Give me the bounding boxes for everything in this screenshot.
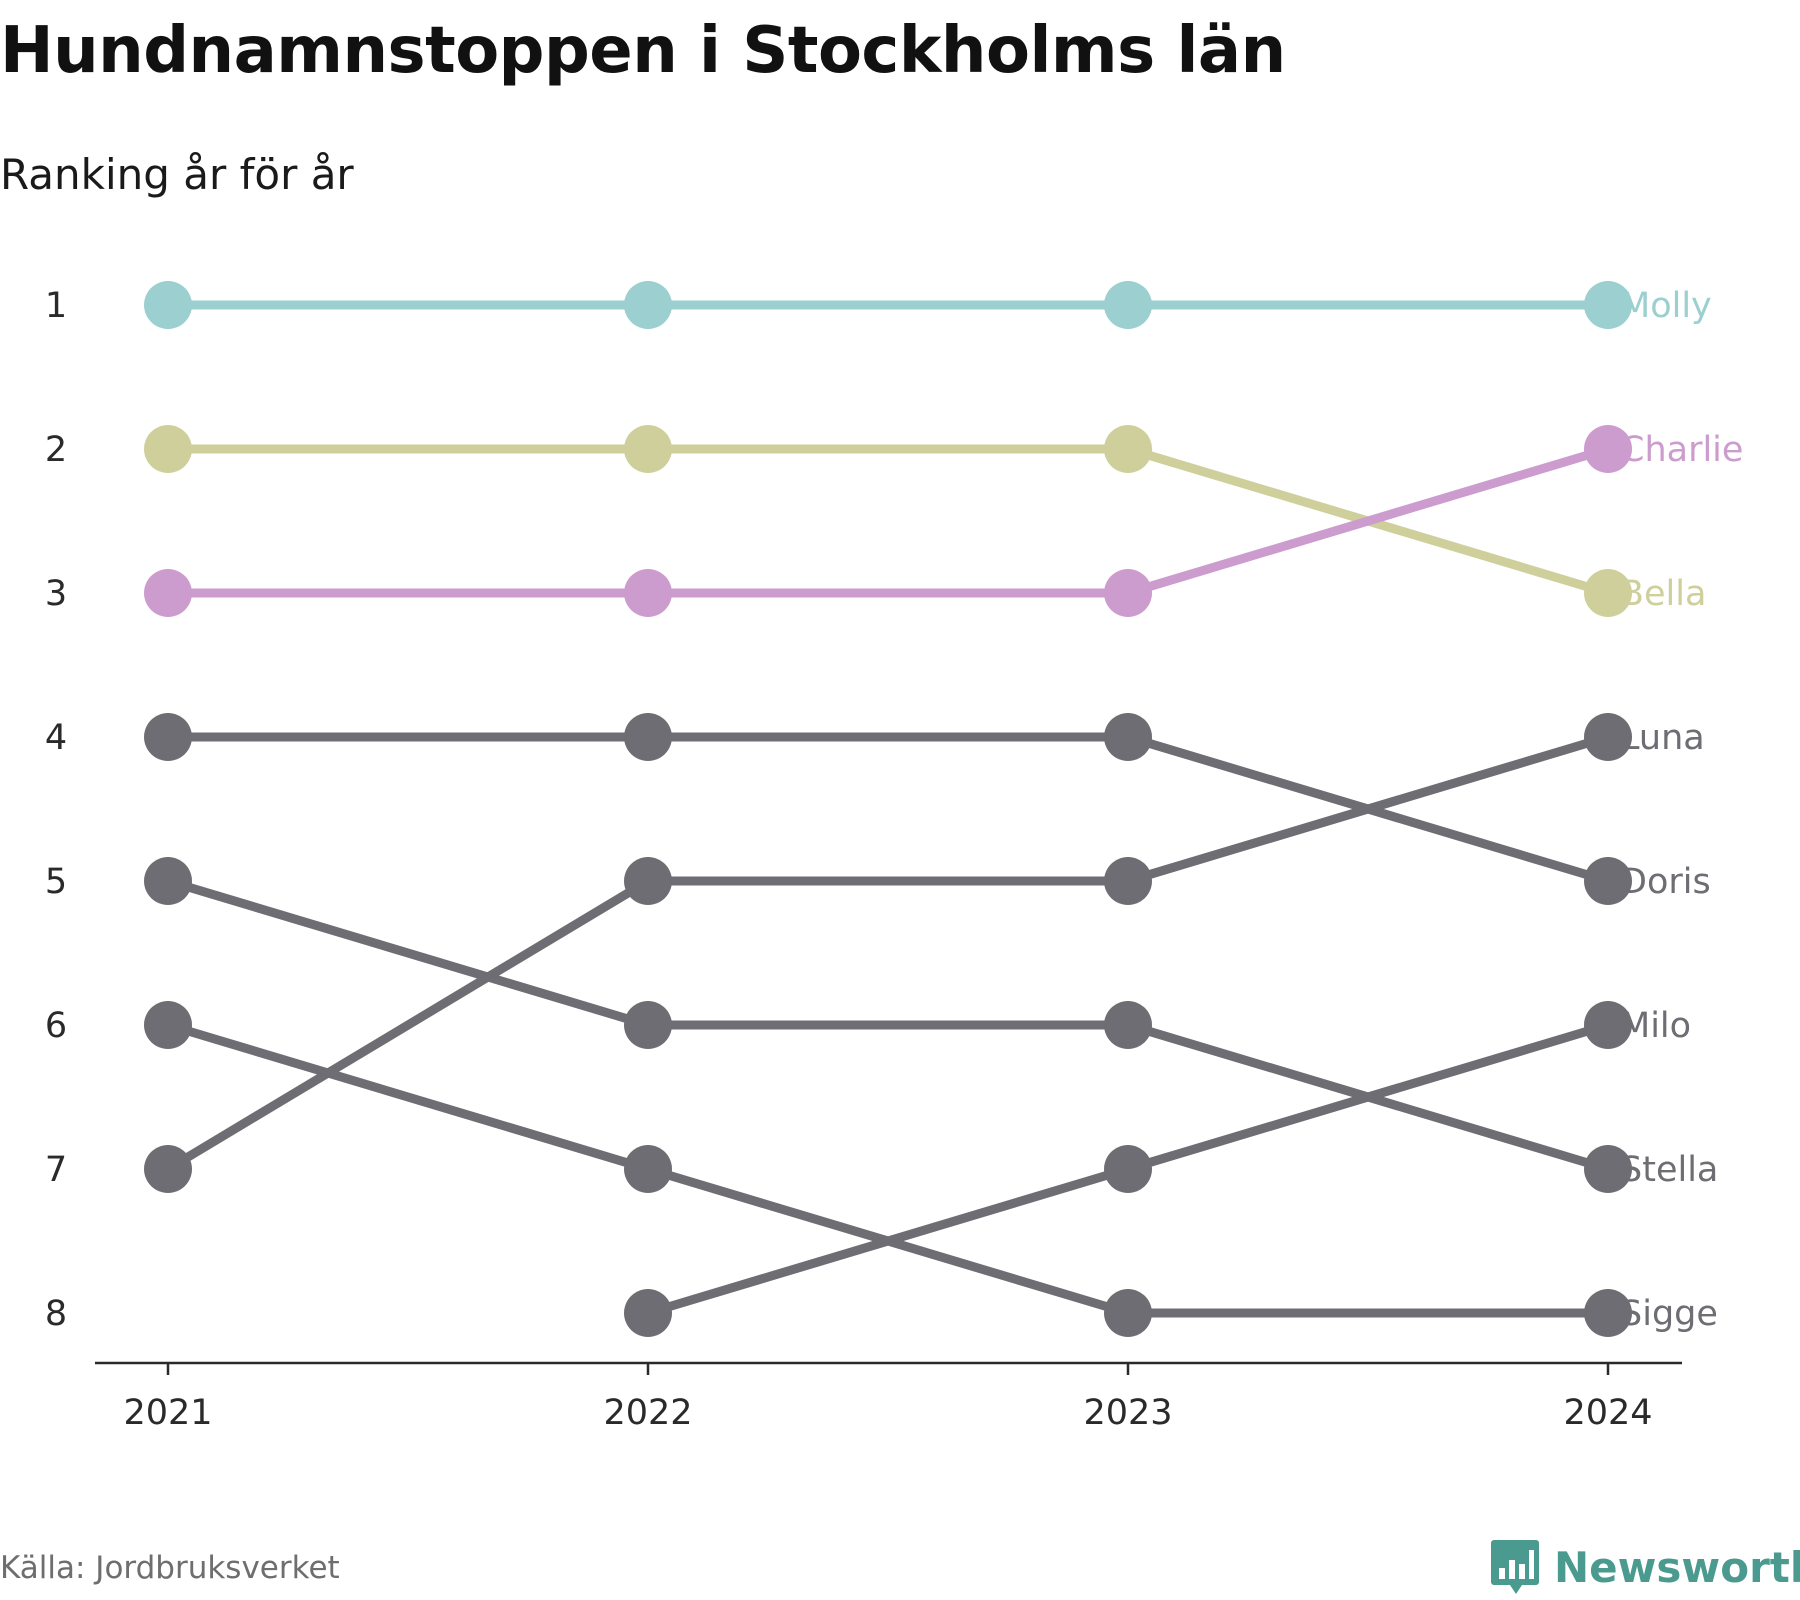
data-point-stella xyxy=(144,857,192,905)
y-tick-label: 8 xyxy=(45,1294,67,1334)
data-point-stella xyxy=(1104,1001,1152,1049)
data-point-luna xyxy=(624,857,672,905)
series-label-bella: Bella xyxy=(1620,574,1706,614)
data-point-bella xyxy=(1584,569,1632,617)
data-point-sigge xyxy=(624,1145,672,1193)
series-stella xyxy=(144,857,1632,1193)
series-layer xyxy=(144,281,1632,1337)
data-point-bella xyxy=(1104,425,1152,473)
y-tick-label: 2 xyxy=(45,430,67,470)
data-point-charlie xyxy=(1584,425,1632,473)
y-axis: 1 2 3 4 5 6 7 8 xyxy=(45,286,67,1334)
data-point-molly xyxy=(1104,281,1152,329)
series-label-molly: Molly xyxy=(1620,286,1712,326)
series-molly xyxy=(144,281,1632,329)
series-labels: Stella Sigge Milo Luna Doris Bella Charlie Moll… xyxy=(1620,286,1743,1334)
series-label-luna: Luna xyxy=(1620,718,1705,758)
x-axis: 2021 2022 2023 2024 xyxy=(95,1361,1682,1433)
data-point-luna xyxy=(1104,857,1152,905)
data-point-doris xyxy=(144,713,192,761)
newsworthy-logo-icon xyxy=(1491,1540,1539,1594)
series-label-doris: Doris xyxy=(1620,862,1711,902)
data-point-doris xyxy=(1584,857,1632,905)
x-tick-label: 2022 xyxy=(603,1393,692,1433)
data-point-sigge xyxy=(144,1001,192,1049)
data-point-doris xyxy=(624,713,672,761)
source-note: Källa: Jordbruksverket xyxy=(0,1550,340,1586)
data-point-milo xyxy=(1104,1145,1152,1193)
data-point-charlie xyxy=(624,569,672,617)
y-tick-label: 6 xyxy=(45,1006,67,1046)
x-tick-label: 2023 xyxy=(1083,1393,1172,1433)
data-point-milo xyxy=(1584,1001,1632,1049)
data-point-doris xyxy=(1104,713,1152,761)
data-point-charlie xyxy=(144,569,192,617)
data-point-molly xyxy=(1584,281,1632,329)
data-point-sigge xyxy=(1584,1289,1632,1337)
y-tick-label: 3 xyxy=(45,574,67,614)
data-point-molly xyxy=(624,281,672,329)
series-label-sigge: Sigge xyxy=(1620,1294,1718,1334)
y-tick-label: 7 xyxy=(45,1150,67,1190)
series-line-sigge xyxy=(166,1020,1608,1318)
series-doris xyxy=(144,713,1632,905)
series-label-stella: Stella xyxy=(1620,1150,1718,1190)
series-luna xyxy=(144,713,1632,1193)
data-point-bella xyxy=(624,425,672,473)
series-label-milo: Milo xyxy=(1620,1006,1691,1046)
data-point-molly xyxy=(144,281,192,329)
data-point-stella xyxy=(1584,1145,1632,1193)
series-milo xyxy=(624,1001,1632,1337)
chart-subtitle: Ranking år för år xyxy=(0,150,354,199)
data-point-sigge xyxy=(1104,1289,1152,1337)
x-tick-label: 2021 xyxy=(123,1393,212,1433)
data-point-milo xyxy=(624,1289,672,1337)
series-line-doris xyxy=(168,732,1610,886)
data-point-bella xyxy=(144,425,192,473)
data-point-stella xyxy=(624,1001,672,1049)
x-tick-label: 2024 xyxy=(1563,1393,1652,1433)
series-line-charlie xyxy=(168,444,1610,598)
series-line-stella xyxy=(166,876,1610,1174)
data-point-charlie xyxy=(1104,569,1152,617)
y-tick-label: 1 xyxy=(45,286,67,326)
y-tick-label: 4 xyxy=(45,718,67,758)
brand-logo: Newsworthy xyxy=(1490,1538,1800,1596)
series-charlie xyxy=(144,425,1632,617)
y-tick-label: 5 xyxy=(45,862,67,902)
series-label-charlie: Charlie xyxy=(1620,430,1743,470)
series-line-bella xyxy=(168,444,1610,598)
data-point-luna xyxy=(144,1145,192,1193)
brand-name: Newsworthy xyxy=(1554,1542,1800,1592)
data-point-luna xyxy=(1584,713,1632,761)
series-bella xyxy=(144,425,1632,617)
chart-title: Hundnamnstoppen i Stockholms län xyxy=(0,14,1286,88)
